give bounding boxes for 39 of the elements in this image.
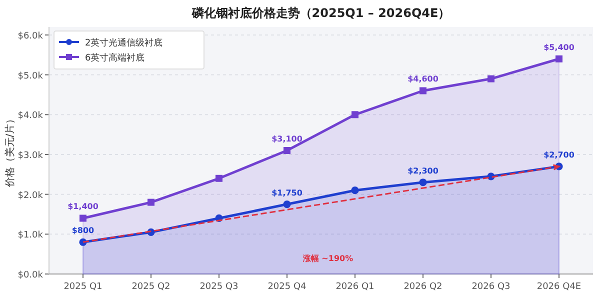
chart-title: 磷化铟衬底价格走势（2025Q1 – 2026Q4E） [190, 6, 450, 20]
point [351, 186, 359, 194]
point [80, 214, 86, 222]
x-tick-label: 2026 Q4E [536, 282, 582, 292]
point [420, 87, 426, 94]
legend-label: 6英寸高端衬底 [85, 52, 145, 64]
y-tick-label: $2.0k [18, 190, 44, 201]
y-tick-label: $0.0k [18, 270, 44, 280]
point [352, 111, 358, 118]
data-label: $5,400 [544, 42, 575, 52]
x-tick-label: 2026 Q2 [404, 282, 442, 292]
data-label: $3,100 [272, 134, 303, 144]
point [284, 147, 290, 154]
point [216, 174, 222, 182]
y-tick-label: $5.0k [18, 71, 44, 82]
x-tick-label: 2026 Q1 [336, 282, 374, 292]
x-tick-label: 2026 Q3 [472, 282, 510, 292]
x-tick-label: 2025 Q1 [64, 282, 102, 292]
data-label: $1,750 [272, 188, 303, 198]
legend-label: 2英寸光通信级衬底 [85, 38, 163, 48]
data-label: $4,600 [408, 74, 439, 84]
data-label: $1,400 [68, 202, 99, 212]
y-tick-label: $3.0k [18, 150, 44, 161]
x-tick-label: 2025 Q3 [200, 282, 238, 292]
annotation: 涨幅 ~190% [302, 254, 354, 263]
x-tick-label: 2025 Q4 [268, 282, 307, 292]
data-label: $800 [72, 226, 95, 236]
point [283, 200, 291, 208]
y-tick-label: $1.0k [18, 230, 44, 241]
y-tick-label: $4.0k [18, 111, 44, 122]
data-label: $2,700 [544, 150, 575, 160]
y-tick-label: $6.0k [18, 31, 44, 42]
point [556, 55, 562, 62]
point [488, 75, 494, 82]
y-axis-title: 价格（美元/片） [4, 114, 16, 188]
x-tick-label: 2025 Q2 [132, 282, 170, 292]
point [148, 198, 154, 206]
data-label: $2,300 [408, 166, 439, 176]
point [419, 178, 427, 186]
